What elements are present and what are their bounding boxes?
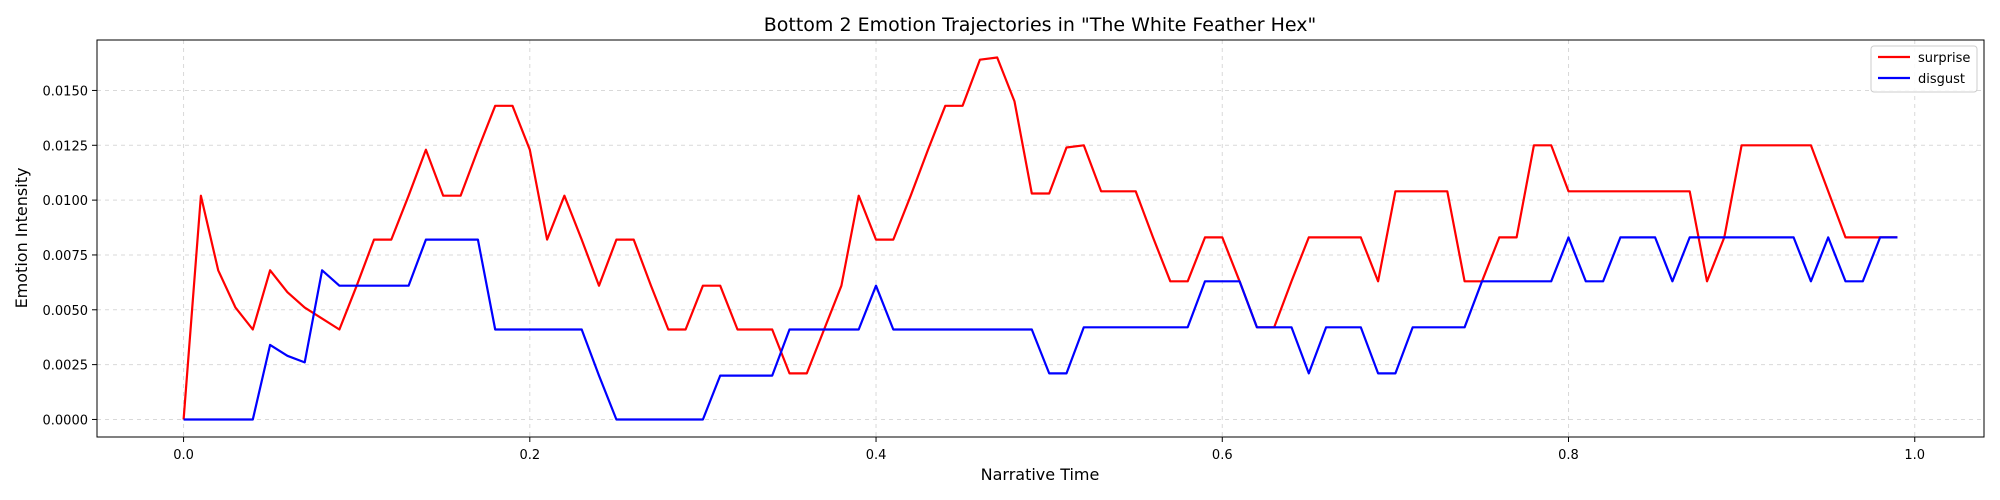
x-tick-label: 0.4: [866, 448, 887, 463]
y-tick-label: 0.0100: [43, 194, 89, 209]
y-axis-ticks: 0.0000 0.0025 0.0050 0.0075 0.0100 0.0125 0.01…: [43, 84, 97, 428]
legend-label-surprise: surprise: [1918, 51, 1970, 66]
chart-title: Bottom 2 Emotion Trajectories in "The Wh…: [764, 14, 1317, 36]
grid: [97, 40, 1984, 437]
legend-label-disgust: disgust: [1918, 72, 1965, 87]
x-tick-label: 1.0: [1904, 448, 1925, 463]
y-tick-label: 0.0025: [43, 359, 89, 374]
series-line-disgust: [183, 236, 1898, 421]
series-line-surprise: [182, 56, 1898, 420]
x-axis-label: Narrative Time: [981, 465, 1100, 484]
x-tick-label: 0.2: [519, 448, 540, 463]
x-tick-label: 0.0: [173, 448, 194, 463]
x-tick-label: 0.6: [1212, 448, 1233, 463]
plot-frame: [96, 39, 1985, 438]
y-axis-label: Emotion Intensity: [12, 168, 31, 309]
y-tick-label: 0.0125: [43, 139, 89, 154]
y-tick-label: 0.0150: [43, 84, 89, 99]
series-lines: [182, 56, 1898, 421]
y-tick-label: 0.0050: [43, 304, 89, 319]
y-tick-label: 0.0075: [43, 249, 89, 264]
x-tick-label: 0.8: [1558, 448, 1579, 463]
y-tick-label: 0.0000: [43, 413, 89, 428]
x-axis-ticks: 0.0 0.2 0.4 0.6 0.8 1.0: [173, 437, 1925, 463]
legend: surprise disgust: [1870, 45, 1978, 93]
